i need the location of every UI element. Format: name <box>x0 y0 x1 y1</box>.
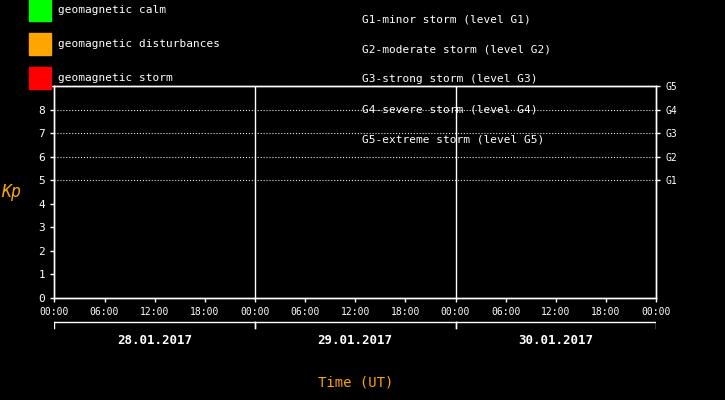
Text: geomagnetic calm: geomagnetic calm <box>58 5 166 15</box>
Text: 30.01.2017: 30.01.2017 <box>518 334 593 347</box>
Text: G5-extreme storm (level G5): G5-extreme storm (level G5) <box>362 134 544 144</box>
Text: 29.01.2017: 29.01.2017 <box>318 334 393 347</box>
Text: Time (UT): Time (UT) <box>318 376 393 390</box>
Text: geomagnetic storm: geomagnetic storm <box>58 73 173 83</box>
Text: 28.01.2017: 28.01.2017 <box>117 334 192 347</box>
Text: geomagnetic disturbances: geomagnetic disturbances <box>58 39 220 49</box>
Text: G1-minor storm (level G1): G1-minor storm (level G1) <box>362 14 531 24</box>
Text: G3-strong storm (level G3): G3-strong storm (level G3) <box>362 74 538 84</box>
Text: G4-severe storm (level G4): G4-severe storm (level G4) <box>362 104 538 114</box>
Text: G2-moderate storm (level G2): G2-moderate storm (level G2) <box>362 44 552 54</box>
Text: Kp: Kp <box>1 183 21 201</box>
